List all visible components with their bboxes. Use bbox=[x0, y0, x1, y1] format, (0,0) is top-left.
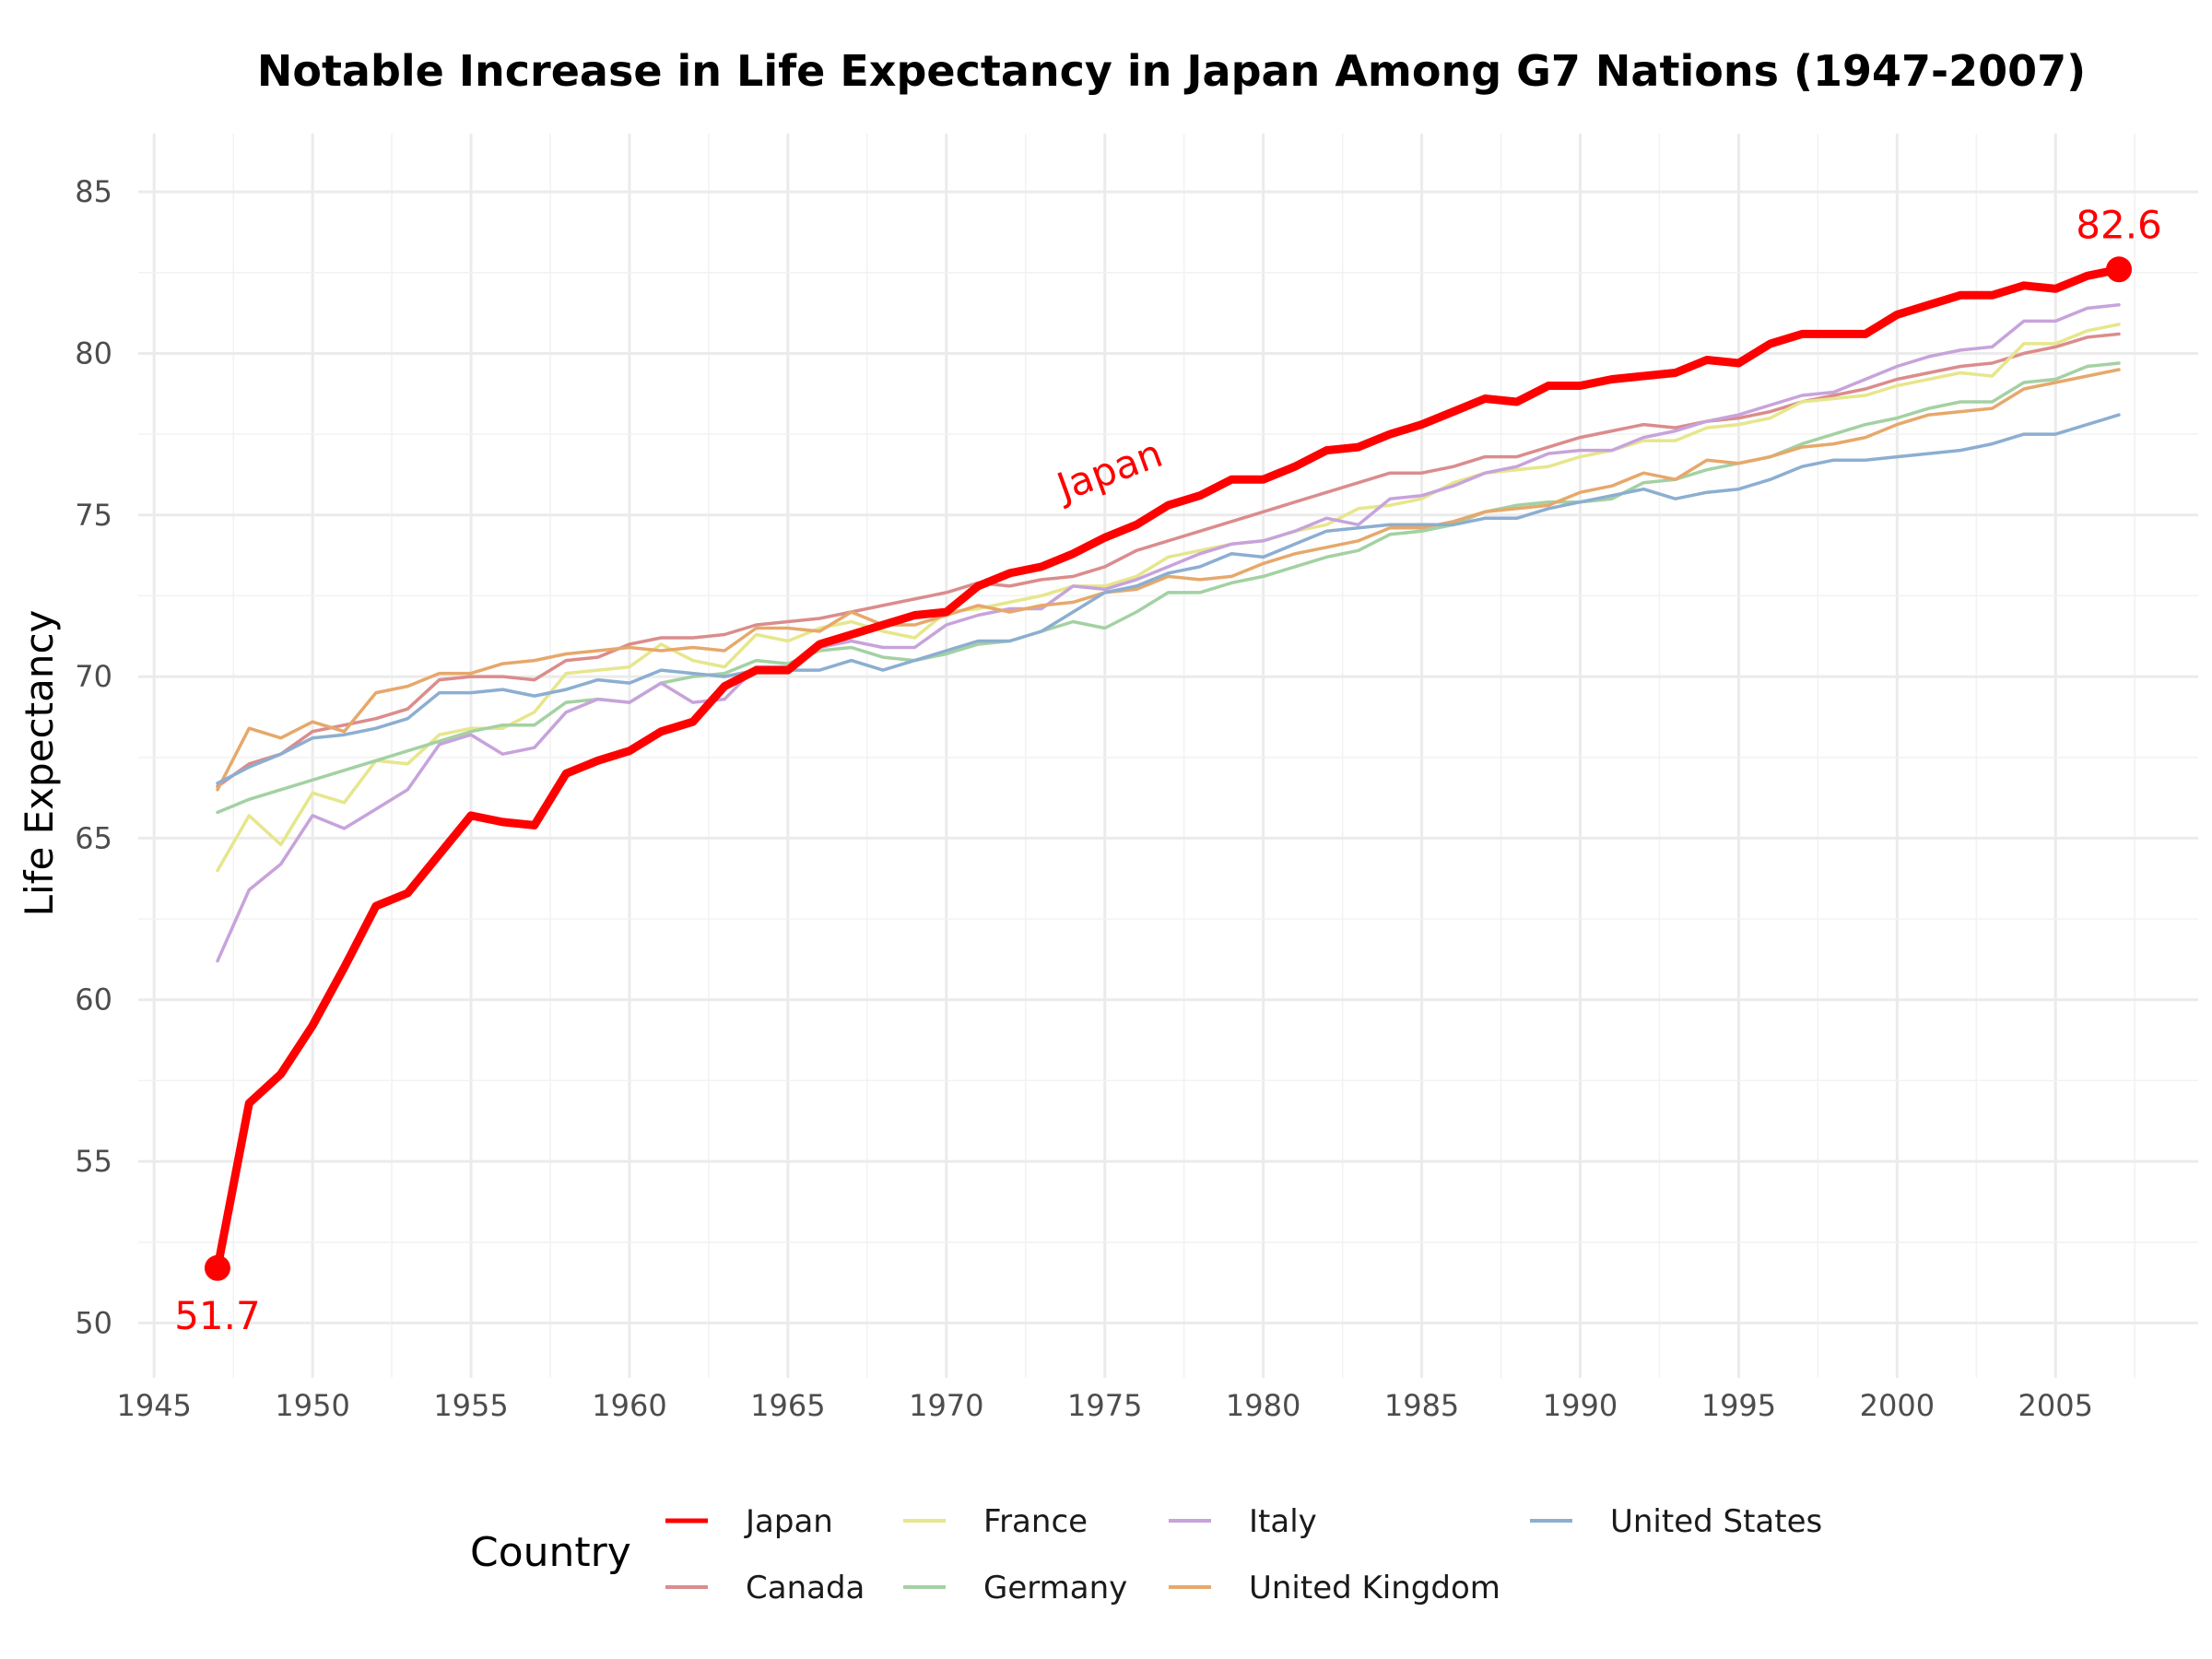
y-tick-label: 85 bbox=[75, 174, 112, 209]
series-line-canada bbox=[216, 332, 2121, 789]
end-value-label: 82.6 bbox=[2076, 202, 2162, 247]
x-tick-label: 2005 bbox=[2018, 1388, 2093, 1423]
legend-label: United States bbox=[1610, 1503, 1822, 1540]
y-tick-label: 55 bbox=[75, 1144, 112, 1179]
legend-label: France bbox=[983, 1503, 1088, 1540]
start-value-label: 51.7 bbox=[174, 1293, 261, 1338]
series-label-japan: Japan bbox=[1049, 430, 1169, 511]
series-line-united-kingdom bbox=[216, 368, 2121, 792]
legend-label: Italy bbox=[1249, 1503, 1317, 1540]
grid-lines bbox=[138, 134, 2198, 1378]
y-tick-label: 70 bbox=[75, 659, 112, 694]
legend-label: Japan bbox=[744, 1503, 833, 1540]
legend: Country Japan Canada France Germany Italy Uni… bbox=[470, 1503, 1822, 1606]
series-line-united-states bbox=[216, 413, 2121, 785]
start-point-marker bbox=[204, 1254, 230, 1281]
x-axis-ticks: 1945 1950 1955 1960 1965 1970 1975 1980 1985 1990… bbox=[116, 1388, 2093, 1423]
y-tick-label: 75 bbox=[75, 498, 112, 533]
legend-title: Country bbox=[470, 1529, 631, 1576]
annotations: Japan 51.7 82.6 bbox=[174, 202, 2162, 1338]
legend-label: Canada bbox=[746, 1570, 865, 1606]
legend-label: Germany bbox=[983, 1570, 1127, 1606]
x-tick-label: 2000 bbox=[1860, 1388, 1935, 1423]
series-line-italy bbox=[216, 303, 2121, 963]
x-tick-label: 1965 bbox=[750, 1388, 825, 1423]
series-line-france bbox=[216, 323, 2121, 873]
x-tick-label: 1955 bbox=[433, 1388, 508, 1423]
series-line-japan bbox=[213, 265, 2124, 1273]
x-tick-label: 1985 bbox=[1384, 1388, 1459, 1423]
y-tick-label: 80 bbox=[75, 335, 112, 371]
series-line-germany bbox=[216, 361, 2121, 815]
legend-label: United Kingdom bbox=[1249, 1570, 1500, 1606]
y-tick-label: 65 bbox=[75, 820, 112, 855]
x-tick-label: 1975 bbox=[1067, 1388, 1142, 1423]
x-tick-label: 1960 bbox=[592, 1388, 666, 1423]
x-tick-label: 1990 bbox=[1543, 1388, 1618, 1423]
x-tick-label: 1995 bbox=[1701, 1388, 1776, 1423]
end-point-marker bbox=[2106, 256, 2133, 283]
y-tick-label: 60 bbox=[75, 982, 112, 1018]
x-tick-label: 1945 bbox=[116, 1388, 191, 1423]
data-series bbox=[204, 256, 2133, 1281]
x-tick-label: 1950 bbox=[275, 1388, 349, 1423]
x-tick-label: 1980 bbox=[1226, 1388, 1300, 1423]
x-tick-label: 1970 bbox=[909, 1388, 983, 1423]
y-axis-ticks: 50 55 60 65 70 75 80 85 bbox=[75, 174, 112, 1340]
y-axis-title: Life Expectancy bbox=[17, 610, 62, 917]
chart-title: Notable Increase in Life Expectancy in J… bbox=[257, 46, 2086, 96]
y-tick-label: 50 bbox=[75, 1305, 112, 1340]
